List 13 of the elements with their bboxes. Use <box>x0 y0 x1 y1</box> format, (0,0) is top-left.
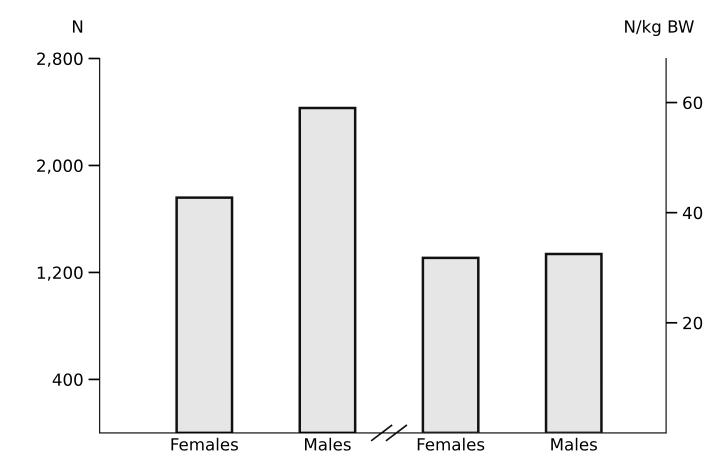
y2-tick-label: 60 <box>683 96 702 110</box>
y2-axis-title: N/kg BW <box>625 20 694 36</box>
y-tick-label: 400 <box>52 373 83 386</box>
y-tick-label: 2,000 <box>37 159 83 174</box>
x-tick-label: Males <box>551 438 598 451</box>
y-tick-label: 2,800 <box>37 52 83 67</box>
x-tick-label: Females <box>418 438 484 451</box>
x-tick-label: Males <box>305 438 351 451</box>
y2-tick-label: 20 <box>683 316 702 330</box>
x-tick-label: Females <box>171 438 238 451</box>
y-axis-title: N <box>72 20 82 33</box>
y-tick-label: 1,200 <box>38 266 83 281</box>
y2-tick-label: 40 <box>682 206 702 220</box>
